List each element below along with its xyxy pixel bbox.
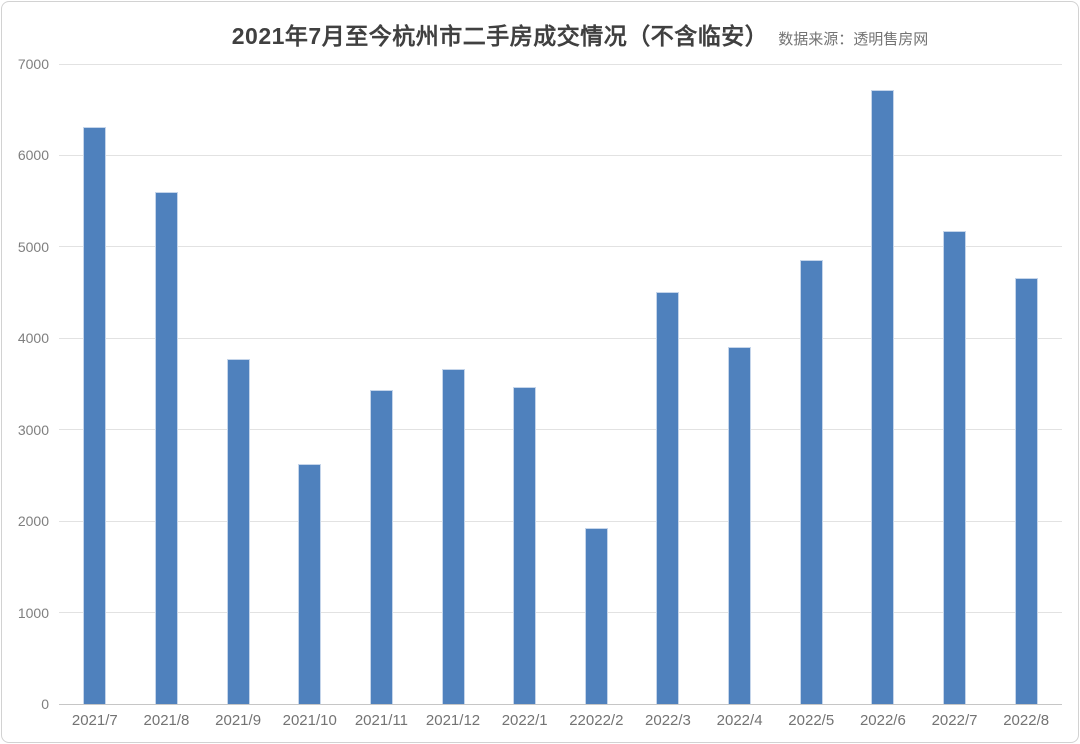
y-axis-tick-label: 4000 [17, 330, 49, 347]
bar-22022/2 [584, 527, 608, 704]
x-axis-tick-label: 2021/8 [143, 712, 190, 729]
bar-2022/7 [943, 231, 967, 704]
x-axis-tick-label: 2022/5 [788, 712, 835, 729]
gridline [59, 63, 1062, 65]
x-axis-tick-label: 2021/11 [354, 712, 408, 729]
gridline [59, 429, 1062, 431]
x-axis-tick-label: 2022/4 [716, 712, 763, 729]
x-axis-tick-label: 2021/7 [71, 712, 118, 729]
gridline [59, 154, 1062, 156]
x-axis-tick-label: 2022/8 [1003, 712, 1050, 729]
y-axis-tick-label: 3000 [17, 421, 49, 438]
y-axis-tick-label: 1000 [17, 604, 49, 621]
x-axis-tick-label: 2022/1 [501, 712, 548, 729]
gridline [59, 246, 1062, 248]
bar-2022/4 [728, 347, 752, 704]
gridline [59, 337, 1062, 339]
gridline [59, 612, 1062, 614]
chart-header: 2021年7月至今杭州市二手房成交情况（不含临安） 数据来源：透明售房网 [42, 17, 1078, 51]
y-axis-tick-label: 5000 [17, 238, 49, 255]
x-axis-tick-label: 2021/9 [215, 712, 262, 729]
x-axis-baseline [59, 703, 1062, 705]
x-axis-tick-label: 2022/3 [645, 712, 691, 729]
y-axis-tick-label: 2000 [17, 513, 49, 530]
x-axis-tick-label: 2022/7 [931, 712, 978, 729]
bar-2022/6 [871, 89, 895, 704]
x-axis-tick-label: 2022/6 [859, 712, 906, 729]
bar-2021/11 [369, 390, 393, 704]
bar-2022/8 [1014, 277, 1038, 704]
chart-title: 2021年7月至今杭州市二手房成交情况（不含临安） [231, 23, 769, 49]
data-source-label: 数据来源：透明售房网 [778, 31, 929, 48]
y-axis-tick-label: 0 [41, 696, 49, 712]
y-axis-tick-label: 7000 [17, 56, 49, 72]
y-axis-tick-label: 6000 [17, 147, 49, 164]
bar-2021/10 [298, 463, 322, 704]
x-axis-tick-label: 2021/12 [425, 712, 481, 729]
bar-2021/12 [441, 369, 465, 704]
gridline [59, 520, 1062, 522]
bar-2021/8 [154, 192, 178, 704]
bar-2022/3 [656, 291, 680, 704]
x-axis-tick-label: 2021/10 [282, 712, 337, 729]
bar-2021/7 [83, 127, 107, 704]
x-axis-tick-label: 22022/2 [569, 712, 624, 729]
bar-2022/1 [513, 386, 537, 704]
bar-2022/5 [799, 259, 823, 704]
bar-2021/9 [226, 359, 250, 704]
plot-area: 0 1000 2000 3000 4000 5000 6000 7000 2021/7 2021/… [18, 56, 1062, 729]
